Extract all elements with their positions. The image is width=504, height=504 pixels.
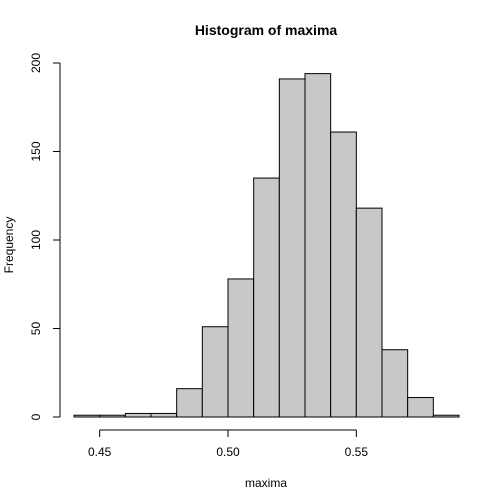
histogram-bar xyxy=(381,349,409,418)
y-tick-label: 50 xyxy=(29,322,43,336)
histogram-bar xyxy=(124,412,152,418)
y-tick-label: 100 xyxy=(29,230,43,250)
x-axis: 0.45 0.50 0.55 xyxy=(88,429,369,459)
histogram-bar xyxy=(355,207,383,418)
y-axis: 0 50 100 150 200 xyxy=(29,53,61,420)
x-tick-label: 0.50 xyxy=(216,445,240,459)
histogram-bar xyxy=(227,278,255,418)
histogram-bar xyxy=(73,414,101,418)
histogram-bar xyxy=(253,177,280,418)
y-tick-label: 0 xyxy=(29,413,43,420)
histogram-bar xyxy=(330,131,357,418)
histogram-bar xyxy=(407,397,434,418)
y-tick-label: 150 xyxy=(29,141,43,161)
y-axis-label: Frequency xyxy=(2,217,16,274)
histogram-bar xyxy=(201,326,229,418)
x-axis-label: maxima xyxy=(245,476,287,490)
histogram-bar xyxy=(176,388,203,418)
histogram-bars xyxy=(73,73,460,418)
x-tick-label: 0.45 xyxy=(88,445,112,459)
histogram-bar xyxy=(99,414,126,418)
histogram-bar xyxy=(150,412,178,418)
histogram-bar xyxy=(432,414,460,418)
x-tick-label: 0.55 xyxy=(345,445,369,459)
y-tick-label: 200 xyxy=(29,53,43,73)
histogram-bar xyxy=(278,78,306,418)
histogram-bar xyxy=(304,73,332,418)
chart-title: Histogram of maxima xyxy=(195,22,338,38)
